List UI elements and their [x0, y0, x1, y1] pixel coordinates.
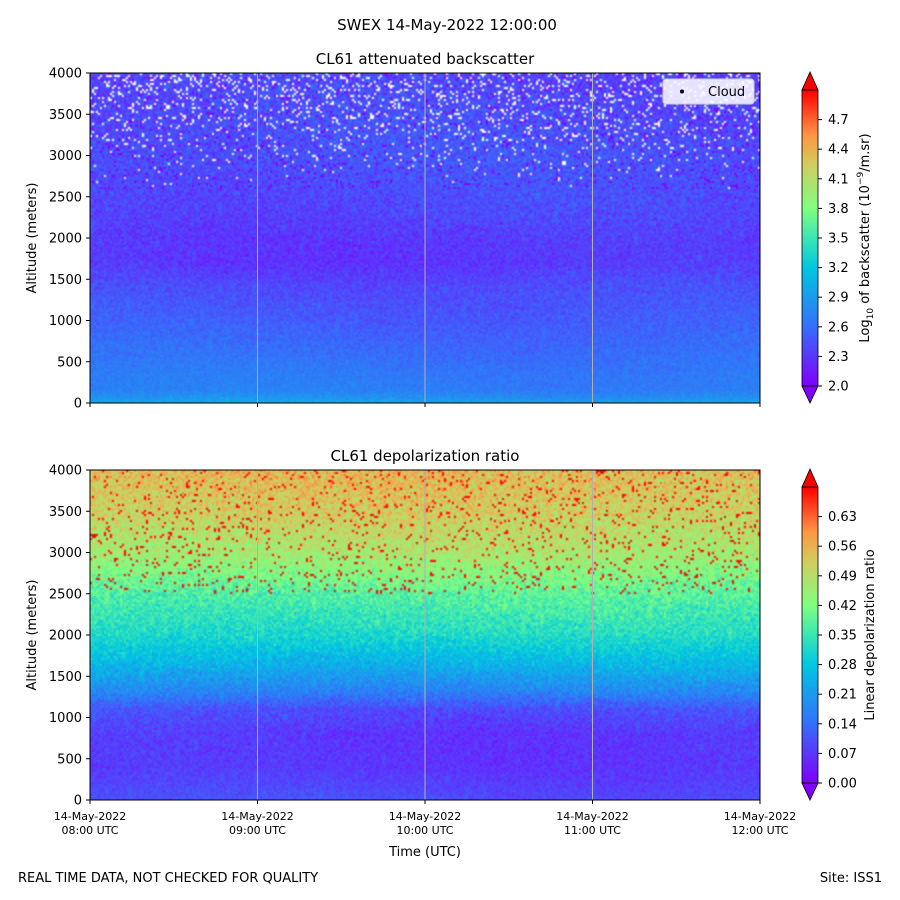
colorbar-tick-label: 0.49 [828, 569, 857, 584]
y-tick-label: 2000 [49, 232, 82, 247]
colorbar-tick-label: 4.4 [828, 143, 849, 158]
backscatter-colorbar-ticks: 2.0 2.3 2.6 2.9 3.2 3.5 3.8 4.1 4.4 4.7 [818, 113, 849, 395]
colorbar-tick-label: 2.9 [828, 291, 849, 306]
y-tick-label: 3000 [49, 149, 82, 164]
colorbar-tick-label: 0.21 [828, 688, 857, 703]
y-tick-label: 3000 [49, 546, 82, 561]
backscatter-colorbar-max-extend [801, 71, 819, 91]
colorbar-tick-label: 3.2 [828, 261, 849, 276]
backscatter-colorbar-min-extend [801, 385, 819, 404]
legend-frame [662, 78, 755, 105]
backscatter-x-ticks [89, 403, 761, 407]
y-tick-label: 0 [74, 794, 82, 809]
depolarization-panel: CL61 depolarization ratio Altitude (mete… [25, 447, 878, 860]
backscatter-colorbar-label: Log10 of backscatter (10−9/m.sr) [856, 133, 876, 342]
colorbar-tick-label: 0.28 [828, 658, 857, 673]
site-label: Site: ISS1 [820, 871, 882, 886]
depolarization-y-ticks: 0 500 1000 1500 2000 2500 3000 3500 4000 [49, 464, 90, 809]
depolarization-colorbar-ticks: 0.00 0.07 0.14 0.21 0.28 0.35 0.42 0.49 0.56 0.63 [818, 510, 857, 792]
colorbar-tick-label: 2.6 [828, 320, 849, 335]
y-tick-label: 4000 [49, 464, 82, 479]
depolarization-time-gridlines [257, 470, 593, 800]
depolarization-colorbar [802, 487, 818, 783]
cloud-marker-icon [680, 89, 684, 94]
y-tick-label: 4000 [49, 67, 82, 82]
colorbar-tick-label: 0.42 [828, 599, 857, 614]
y-tick-label: 1500 [49, 670, 82, 685]
depolarization-colorbar-label: Linear depolarization ratio [863, 549, 878, 720]
y-tick-label: 1000 [49, 711, 82, 726]
y-tick-label: 2000 [49, 629, 82, 644]
quality-disclaimer: REAL TIME DATA, NOT CHECKED FOR QUALITY [18, 871, 318, 886]
y-tick-label: 500 [57, 355, 82, 370]
depolarization-colorbar-min-extend [801, 782, 819, 801]
backscatter-panel: CL61 attenuated backscatter Altitude (me… [25, 50, 876, 412]
colorbar-tick-label: 3.5 [828, 232, 849, 247]
depolarization-xlabel: Time (UTC) [388, 845, 461, 860]
figure-title: SWEX 14-May-2022 12:00:00 [337, 16, 557, 34]
backscatter-ylabel: Altitude (meters) [25, 183, 40, 294]
y-tick-label: 2500 [49, 587, 82, 602]
y-tick-label: 2500 [49, 190, 82, 205]
colorbar-tick-label: 0.07 [828, 747, 857, 762]
colorbar-tick-label: 4.1 [828, 172, 849, 187]
x-tick-label: 14-May-2022 09:00 UTC [221, 810, 293, 837]
y-tick-label: 500 [57, 752, 82, 767]
backscatter-title: CL61 attenuated backscatter [316, 50, 535, 68]
depolarization-title: CL61 depolarization ratio [331, 447, 520, 465]
colorbar-tick-label: 2.0 [828, 380, 849, 395]
x-tick-label: 14-May-2022 11:00 UTC [556, 810, 628, 837]
colorbar-tick-label: 0.56 [828, 540, 857, 555]
depolarization-ylabel: Altitude (meters) [25, 580, 40, 691]
backscatter-time-gridlines [257, 73, 593, 403]
colorbar-tick-label: 0.35 [828, 629, 857, 644]
backscatter-colorbar [802, 90, 818, 386]
colorbar-tick-label: 0.00 [828, 777, 857, 792]
x-tick-label: 14-May-2022 10:00 UTC [389, 810, 461, 837]
y-tick-label: 3500 [49, 505, 82, 520]
y-tick-label: 0 [74, 397, 82, 412]
y-tick-label: 1500 [49, 273, 82, 288]
backscatter-y-ticks: 0 500 1000 1500 2000 2500 3000 3500 4000 [49, 67, 90, 412]
y-tick-label: 3500 [49, 108, 82, 123]
depolarization-x-ticks: 14-May-2022 08:00 UTC 14-May-2022 09:00 UTC… [54, 800, 796, 837]
legend: Cloud [662, 78, 755, 105]
legend-cloud-label: Cloud [708, 85, 745, 100]
x-tick-label: 14-May-2022 08:00 UTC [54, 810, 126, 837]
colorbar-tick-label: 0.63 [828, 510, 857, 525]
x-tick-label: 14-May-2022 12:00 UTC [724, 810, 796, 837]
colorbar-tick-label: 0.14 [828, 717, 857, 732]
colorbar-tick-label: 2.3 [828, 350, 849, 365]
colorbar-tick-label: 3.8 [828, 202, 849, 217]
depolarization-colorbar-max-extend [801, 468, 819, 488]
colorbar-tick-label: 4.7 [828, 113, 849, 128]
y-tick-label: 1000 [49, 314, 82, 329]
